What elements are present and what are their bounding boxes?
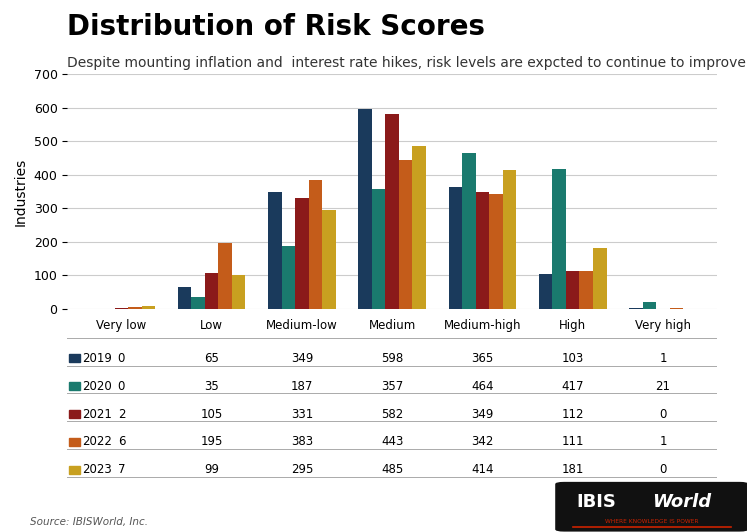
Text: 2022: 2022 (83, 435, 113, 448)
Bar (69, 354, 80, 362)
Bar (489, 194, 503, 309)
Text: 181: 181 (562, 463, 584, 476)
Text: Low: Low (200, 319, 223, 332)
Bar (69, 383, 80, 390)
Text: 195: 195 (200, 435, 223, 448)
Text: Medium-low: Medium-low (266, 319, 338, 332)
Text: 582: 582 (381, 408, 403, 420)
Text: 99: 99 (204, 463, 219, 476)
Bar (268, 192, 282, 309)
Bar (552, 169, 566, 309)
Bar (295, 198, 309, 309)
Bar (372, 189, 385, 309)
Text: 349: 349 (291, 352, 313, 365)
Bar (580, 271, 593, 309)
Text: Very low: Very low (96, 319, 146, 332)
Text: 2: 2 (117, 408, 125, 420)
Text: 331: 331 (291, 408, 313, 420)
Text: 365: 365 (471, 352, 494, 365)
Text: 6: 6 (117, 435, 125, 448)
Text: Medium-high: Medium-high (444, 319, 521, 332)
Y-axis label: Industries: Industries (14, 157, 28, 226)
Text: 414: 414 (471, 463, 494, 476)
Text: 187: 187 (291, 380, 313, 393)
Bar (476, 192, 489, 309)
Text: WHERE KNOWLEDGE IS POWER: WHERE KNOWLEDGE IS POWER (605, 519, 698, 523)
Text: 0: 0 (660, 408, 666, 420)
Bar (322, 210, 335, 309)
Bar (566, 271, 580, 309)
Text: 2021: 2021 (83, 408, 113, 420)
Bar (128, 306, 142, 309)
Bar (309, 180, 322, 309)
Text: 7: 7 (117, 463, 125, 476)
Text: 2023: 2023 (83, 463, 112, 476)
Text: 342: 342 (471, 435, 494, 448)
Text: Distribution of Risk Scores: Distribution of Risk Scores (67, 13, 486, 41)
Text: 111: 111 (562, 435, 584, 448)
Text: 0: 0 (660, 463, 666, 476)
Bar (642, 302, 656, 309)
Text: 21: 21 (655, 380, 671, 393)
Text: 103: 103 (562, 352, 584, 365)
Text: 349: 349 (471, 408, 494, 420)
Text: Very high: Very high (635, 319, 691, 332)
Bar (178, 287, 191, 309)
Text: 112: 112 (562, 408, 584, 420)
Bar (142, 306, 155, 309)
Bar (385, 114, 399, 309)
Text: World: World (651, 493, 711, 511)
Text: 2019: 2019 (83, 352, 113, 365)
Text: 598: 598 (381, 352, 403, 365)
Bar (449, 187, 462, 309)
Bar (205, 273, 218, 309)
Text: 1: 1 (659, 352, 667, 365)
Text: 2020: 2020 (83, 380, 112, 393)
Text: 35: 35 (204, 380, 219, 393)
Bar (282, 246, 295, 309)
Bar (69, 438, 80, 446)
Text: 464: 464 (471, 380, 494, 393)
Bar (218, 243, 232, 309)
FancyBboxPatch shape (555, 482, 747, 531)
Bar (412, 146, 426, 309)
Text: 417: 417 (562, 380, 584, 393)
Text: 1: 1 (659, 435, 667, 448)
Bar (593, 248, 607, 309)
Text: 443: 443 (381, 435, 403, 448)
Bar (462, 153, 476, 309)
Text: 0: 0 (118, 380, 125, 393)
Text: 383: 383 (291, 435, 313, 448)
Text: 485: 485 (381, 463, 403, 476)
Bar (232, 276, 246, 309)
Bar (359, 109, 372, 309)
Bar (399, 161, 412, 309)
Text: Medium: Medium (368, 319, 416, 332)
Bar (69, 410, 80, 418)
Bar (503, 170, 516, 309)
Text: 105: 105 (200, 408, 223, 420)
Bar (114, 308, 128, 309)
Text: 0: 0 (118, 352, 125, 365)
Text: 65: 65 (204, 352, 219, 365)
Text: 357: 357 (381, 380, 403, 393)
Text: High: High (560, 319, 586, 332)
Text: Despite mounting inflation and  interest rate hikes, risk levels are expcted to : Despite mounting inflation and interest … (67, 56, 746, 70)
Text: 295: 295 (291, 463, 313, 476)
Bar (69, 466, 80, 473)
Bar (191, 297, 205, 309)
Text: IBIS: IBIS (576, 493, 616, 511)
Bar (539, 274, 552, 309)
Text: Source: IBISWorld, Inc.: Source: IBISWorld, Inc. (30, 517, 148, 527)
